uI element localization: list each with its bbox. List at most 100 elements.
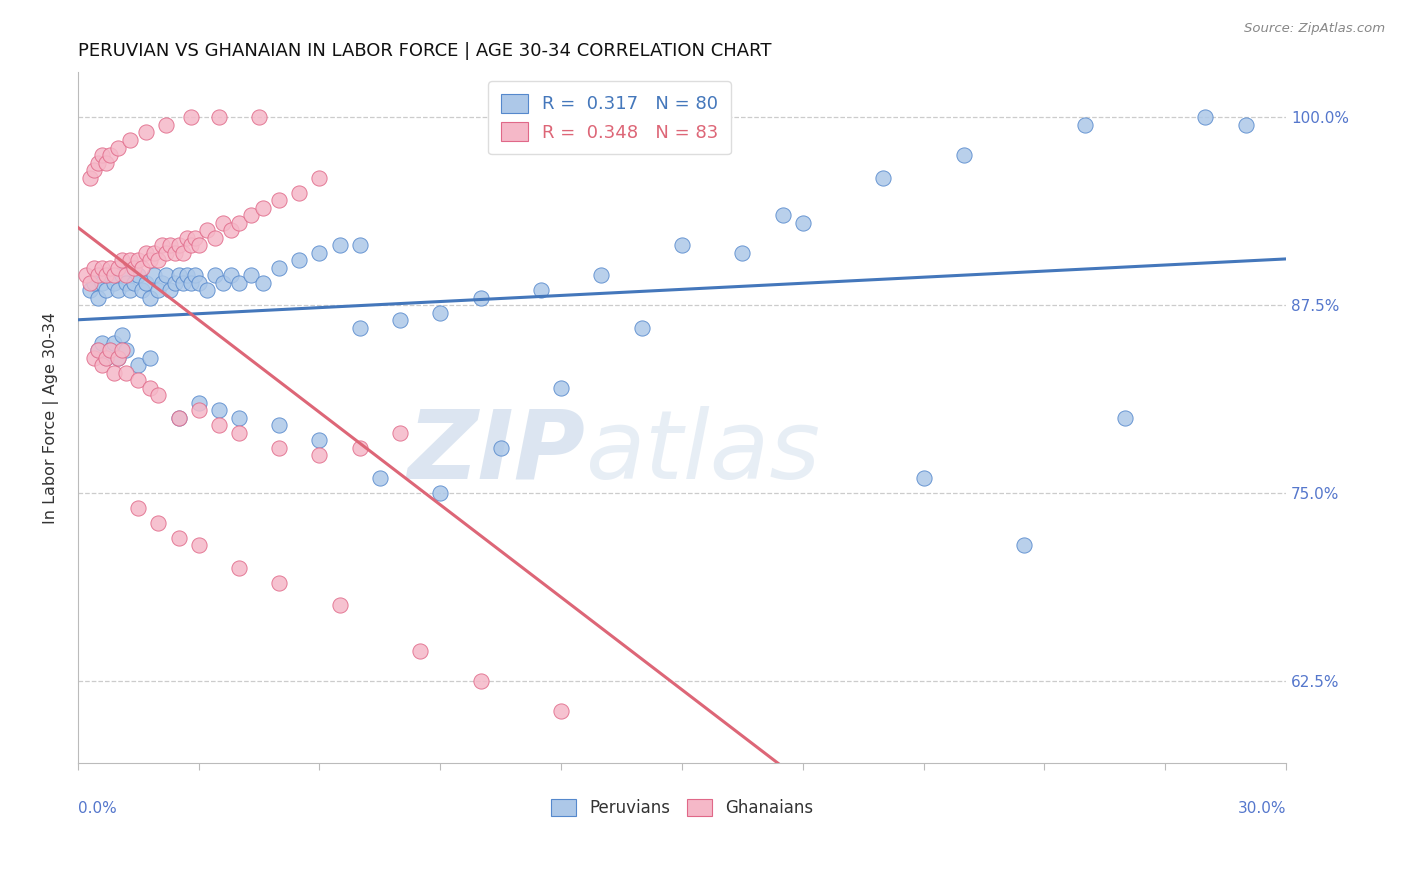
Point — [83, 276, 105, 290]
Point — [127, 253, 149, 268]
Point — [269, 418, 291, 433]
Point — [204, 230, 226, 244]
Point — [240, 268, 263, 282]
Point — [167, 268, 190, 282]
Point — [131, 260, 153, 275]
Point — [308, 448, 330, 462]
Point — [550, 381, 572, 395]
Point — [470, 673, 492, 688]
Point — [79, 276, 101, 290]
Point — [87, 343, 110, 358]
Text: PERUVIAN VS GHANAIAN IN LABOR FORCE | AGE 30-34 CORRELATION CHART: PERUVIAN VS GHANAIAN IN LABOR FORCE | AG… — [77, 42, 772, 60]
Point — [368, 471, 391, 485]
Point — [163, 245, 186, 260]
Point — [1114, 410, 1136, 425]
Point — [120, 283, 142, 297]
Point — [329, 599, 352, 613]
Point — [195, 283, 218, 297]
Point — [671, 238, 693, 252]
Point — [389, 425, 412, 440]
Point — [349, 441, 371, 455]
Point — [187, 403, 209, 417]
Point — [155, 245, 177, 260]
Point — [219, 223, 242, 237]
Point — [103, 366, 125, 380]
Point — [148, 283, 170, 297]
Point — [91, 276, 114, 290]
Point — [219, 268, 242, 282]
Point — [107, 260, 129, 275]
Point — [155, 268, 177, 282]
Point — [120, 253, 142, 268]
Point — [107, 351, 129, 365]
Point — [103, 276, 125, 290]
Point — [122, 276, 145, 290]
Point — [107, 283, 129, 297]
Point — [83, 351, 105, 365]
Point — [288, 253, 311, 268]
Point — [103, 268, 125, 282]
Point — [83, 260, 105, 275]
Point — [211, 276, 233, 290]
Point — [79, 170, 101, 185]
Point — [349, 320, 371, 334]
Text: Source: ZipAtlas.com: Source: ZipAtlas.com — [1244, 22, 1385, 36]
Point — [228, 276, 250, 290]
Point — [208, 418, 231, 433]
Point — [143, 268, 166, 282]
Point — [349, 238, 371, 252]
Point — [269, 576, 291, 591]
Point — [87, 155, 110, 169]
Point — [180, 111, 202, 125]
Point — [155, 118, 177, 132]
Point — [269, 260, 291, 275]
Point — [94, 351, 117, 365]
Point — [772, 208, 794, 222]
Point — [87, 291, 110, 305]
Point — [187, 238, 209, 252]
Point — [228, 410, 250, 425]
Point — [183, 268, 205, 282]
Point — [127, 500, 149, 515]
Point — [630, 320, 652, 334]
Point — [159, 283, 181, 297]
Point — [120, 133, 142, 147]
Point — [429, 306, 451, 320]
Point — [792, 216, 814, 230]
Point — [111, 343, 134, 358]
Point — [308, 245, 330, 260]
Point — [269, 441, 291, 455]
Point — [872, 170, 894, 185]
Point — [731, 245, 754, 260]
Point — [131, 283, 153, 297]
Point — [180, 238, 202, 252]
Point — [87, 268, 110, 282]
Legend: Peruvians, Ghanaians: Peruvians, Ghanaians — [544, 792, 820, 824]
Point — [111, 253, 134, 268]
Point — [103, 335, 125, 350]
Point — [135, 245, 157, 260]
Point — [204, 268, 226, 282]
Point — [148, 253, 170, 268]
Point — [389, 313, 412, 327]
Point — [98, 343, 121, 358]
Point — [111, 268, 134, 282]
Point — [83, 163, 105, 178]
Point — [94, 268, 117, 282]
Point — [143, 245, 166, 260]
Point — [87, 343, 110, 358]
Point — [240, 208, 263, 222]
Point — [107, 140, 129, 154]
Point — [429, 486, 451, 500]
Point — [208, 403, 231, 417]
Point — [115, 343, 138, 358]
Point — [269, 193, 291, 207]
Point — [91, 148, 114, 162]
Point — [180, 276, 202, 290]
Point — [1073, 118, 1095, 132]
Point — [952, 148, 974, 162]
Point — [172, 276, 194, 290]
Text: atlas: atlas — [585, 406, 820, 499]
Point — [247, 111, 270, 125]
Point — [98, 268, 121, 282]
